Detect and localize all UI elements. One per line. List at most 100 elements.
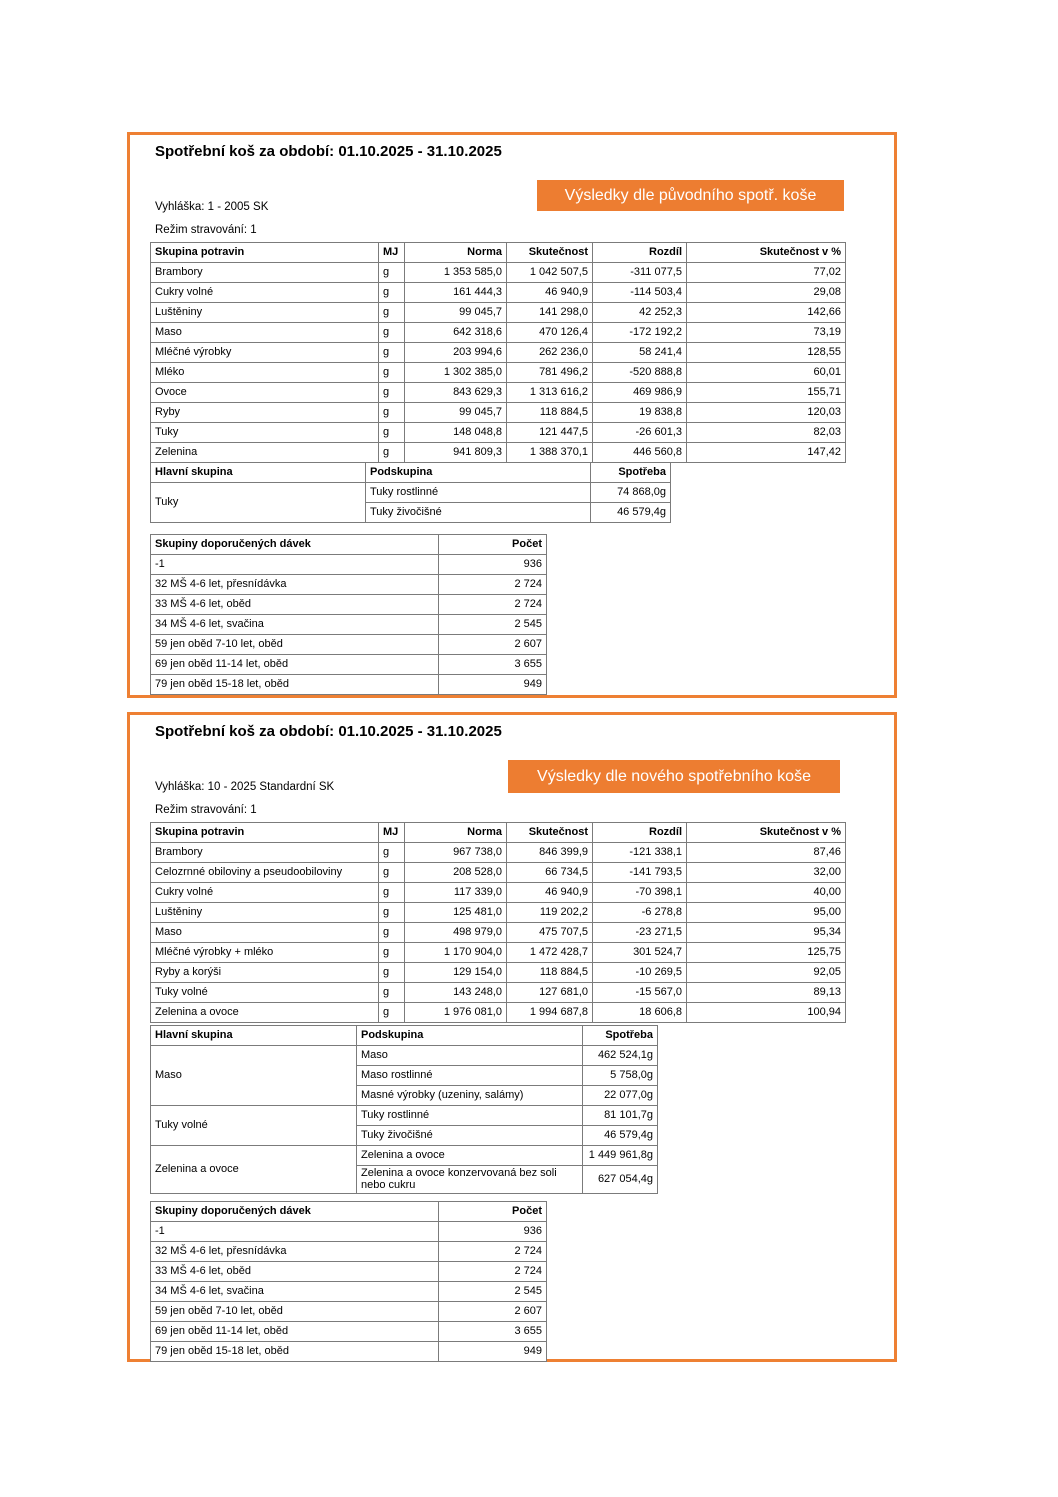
table-cell: 34 MŠ 4-6 let, svačina — [150, 614, 439, 635]
subgroups-table: Hlavní skupina Podskupina Spotřeba Maso Maso… — [150, 1025, 658, 1194]
table-cell: 498 979,0 — [404, 922, 507, 943]
table-row: Zelenina a ovoce g 1 976 081,0 1 994 687,8 1… — [150, 1002, 846, 1023]
table-cell: 46 940,9 — [506, 882, 593, 903]
table-cell: 129 154,0 — [404, 962, 507, 983]
table-row: Zelenina a ovoce Zelenina a ovoce 1 449 96… — [150, 1145, 658, 1194]
table-cell: 18 606,8 — [592, 1002, 687, 1023]
table-cell: 77,02 — [686, 262, 846, 283]
table-row: Zelenina g 941 809,3 1 388 370,1 446 560,8 14… — [150, 442, 846, 463]
table-cell: g — [378, 862, 405, 883]
table-header-row: Skupiny doporučených dávek Počet — [150, 1201, 547, 1222]
table-cell: g — [378, 422, 405, 443]
table-cell: g — [378, 882, 405, 903]
table-cell: g — [378, 262, 405, 283]
subgroup-cell: Tuky živočišné — [356, 1125, 583, 1146]
table-cell: 69 jen oběd 11-14 let, oběd — [150, 654, 439, 675]
table-cell: 89,13 — [686, 982, 846, 1003]
table-cell: 99 045,7 — [404, 302, 507, 323]
table-row: Cukry volné g 117 339,0 46 940,9 -70 398,1 40… — [150, 882, 846, 903]
table-cell: 58 241,4 — [592, 342, 687, 363]
table-cell: 60,01 — [686, 362, 846, 383]
table-cell: -520 888,8 — [592, 362, 687, 383]
table-cell: Luštěniny — [150, 902, 379, 923]
subgroup-cell: Tuky rostlinné — [365, 482, 591, 503]
table-cell: 941 809,3 — [404, 442, 507, 463]
table-cell: 127 681,0 — [506, 982, 593, 1003]
table-cell: Cukry volné — [150, 282, 379, 303]
consumption-cell: 1 449 961,8g — [582, 1145, 658, 1166]
table-cell: -26 601,3 — [592, 422, 687, 443]
column-header: Skupiny doporučených dávek — [150, 534, 439, 555]
table-header-row: Hlavní skupina Podskupina Spotřeba — [150, 462, 671, 483]
table-cell: 19 838,8 — [592, 402, 687, 423]
table-row: Mléčné výrobky g 203 994,6 262 236,0 58 241,… — [150, 342, 846, 363]
table-cell: 161 444,3 — [404, 282, 507, 303]
consumption-cell: 74 868,0g — [590, 482, 671, 503]
table-cell: 59 jen oběd 7-10 let, oběd — [150, 1301, 439, 1322]
table-cell: Maso — [150, 922, 379, 943]
consumption-cell: 81 101,7g — [582, 1105, 658, 1126]
table-cell: 148 048,8 — [404, 422, 507, 443]
table-cell: 120,03 — [686, 402, 846, 423]
column-header: MJ — [378, 242, 405, 263]
table-cell: Tuky — [150, 422, 379, 443]
table-cell: g — [378, 962, 405, 983]
table-cell: 118 884,5 — [506, 962, 593, 983]
table-cell: 1 042 507,5 — [506, 262, 593, 283]
decree-label: Vyhláška: 10 - 2025 Standardní SK — [155, 781, 335, 793]
table-cell: 99 045,7 — [404, 402, 507, 423]
table-row: Brambory g 967 738,0 846 399,9 -121 338,1 87,… — [150, 842, 846, 863]
table-cell: 143 248,0 — [404, 982, 507, 1003]
table-cell: 79 jen oběd 15-18 let, oběd — [150, 1341, 439, 1362]
table-cell: g — [378, 382, 405, 403]
table-cell: 846 399,9 — [506, 842, 593, 863]
subgroup-cell: Maso rostlinné — [356, 1065, 583, 1086]
table-row: Mléčné výrobky + mléko g 1 170 904,0 1 472 … — [150, 942, 846, 963]
table-row: -1 936 — [150, 1221, 547, 1242]
table-cell: Brambory — [150, 262, 379, 283]
consumption-cell: 46 579,4g — [582, 1125, 658, 1146]
consumption-cell: 46 579,4g — [590, 502, 671, 523]
table-cell: Mléčné výrobky + mléko — [150, 942, 379, 963]
table-row: Tuky volné g 143 248,0 127 681,0 -15 567,0 89… — [150, 982, 846, 1003]
table-cell: 125 481,0 — [404, 902, 507, 923]
table-cell: 142,66 — [686, 302, 846, 323]
table-cell: g — [378, 1002, 405, 1023]
table-cell: g — [378, 322, 405, 343]
table-cell: 46 940,9 — [506, 282, 593, 303]
table-row: -1 936 — [150, 554, 547, 575]
table-cell: 87,46 — [686, 842, 846, 863]
table-cell: 843 629,3 — [404, 382, 507, 403]
table-row: Mléko g 1 302 385,0 781 496,2 -520 888,8 60,0… — [150, 362, 846, 383]
subgroup-cell: Masné výrobky (uzeniny, salámy) — [356, 1085, 583, 1106]
table-row: Ovoce g 843 629,3 1 313 616,2 469 986,9 155,7… — [150, 382, 846, 403]
table-row: Masné výrobky (uzeniny, salámy) 22 077,0g — [151, 1085, 658, 1106]
subgroup-cell: Tuky rostlinné — [356, 1105, 583, 1126]
food-groups-table: Skupina potravin MJ Norma Skutečnost Rozdíl S… — [150, 822, 846, 1023]
original-basket-panel: Spotřební koš za období: 01.10.2025 - 31… — [127, 132, 897, 698]
table-cell: g — [378, 302, 405, 323]
recommended-doses-table: Skupiny doporučených dávek Počet -1 936 32 M… — [150, 1201, 547, 1362]
consumption-cell: 627 054,4g — [582, 1165, 658, 1194]
table-row: 79 jen oběd 15-18 let, oběd 949 — [150, 1341, 547, 1362]
main-group-cell: Tuky — [150, 482, 366, 523]
table-cell: Zelenina a ovoce — [150, 1002, 379, 1023]
table-cell: 2 545 — [438, 614, 547, 635]
column-header: Podskupina — [356, 1025, 583, 1046]
table-cell: 155,71 — [686, 382, 846, 403]
column-header: Norma — [404, 242, 507, 263]
table-row: 69 jen oběd 11-14 let, oběd 3 655 — [150, 1321, 547, 1342]
main-group-cell: Maso — [150, 1045, 357, 1106]
column-header: Podskupina — [365, 462, 591, 483]
column-header: Hlavní skupina — [150, 462, 366, 483]
column-header: Počet — [438, 534, 547, 555]
column-header: Počet — [438, 1201, 547, 1222]
table-cell: 1 994 687,8 — [506, 1002, 593, 1023]
table-cell: 446 560,8 — [592, 442, 687, 463]
table-row: Tuky Tuky rostlinné 74 868,0g — [150, 482, 671, 523]
table-cell: 82,03 — [686, 422, 846, 443]
table-cell: -23 271,5 — [592, 922, 687, 943]
table-cell: 117 339,0 — [404, 882, 507, 903]
table-cell: 642 318,6 — [404, 322, 507, 343]
